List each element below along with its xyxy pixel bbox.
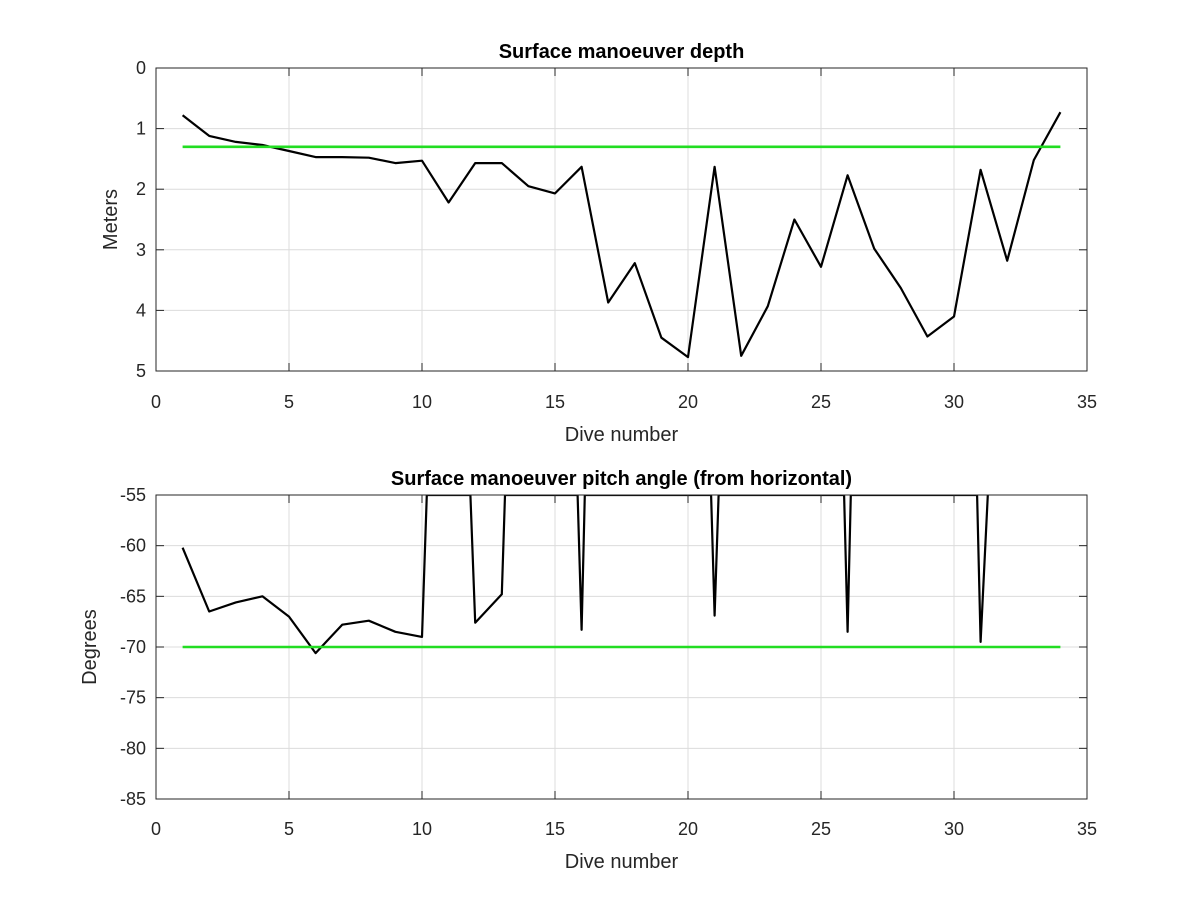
depth-y-axis-label: Meters: [100, 189, 122, 250]
depth-series-line: [181, 111, 1062, 359]
pitch-y-tick-label: -70: [120, 637, 146, 657]
pitch-y-tick-label: -80: [120, 738, 146, 758]
pitch-x-tick-label: 5: [284, 819, 294, 839]
depth-x-tick-label: 20: [678, 392, 698, 412]
depth-x-tick-label: 0: [151, 392, 161, 412]
pitch-x-tick-label: 10: [412, 819, 432, 839]
pitch-series-line: [181, 495, 989, 655]
pitch-x-tick-label: 25: [811, 819, 831, 839]
pitch-y-tick-label: -60: [120, 536, 146, 556]
pitch-y-tick-label: -75: [120, 688, 146, 708]
pitch-chart-title: Surface manoeuver pitch angle (from hori…: [391, 468, 852, 490]
depth-x-tick-label: 15: [545, 392, 565, 412]
depth-y-tick-label: 4: [136, 300, 146, 320]
pitch-x-axis-label: Dive number: [565, 851, 679, 873]
depth-axes-frame: [155, 67, 1088, 372]
depth-y-tick-label: 0: [136, 58, 146, 78]
pitch-y-tick-label: -85: [120, 789, 146, 809]
depth-y-tick-label: 2: [136, 179, 146, 199]
depth-chart-title: Surface manoeuver depth: [499, 41, 745, 63]
depth-x-tick-label: 35: [1077, 392, 1097, 412]
depth-plot-area: [156, 68, 1087, 371]
depth-y-tick-label: 1: [136, 119, 146, 139]
pitch-x-tick-label: 0: [151, 819, 161, 839]
depth-x-tick-label: 5: [284, 392, 294, 412]
pitch-y-axis-label: Degrees: [79, 609, 101, 685]
pitch-x-tick-label: 15: [545, 819, 565, 839]
pitch-x-tick-label: 35: [1077, 819, 1097, 839]
pitch-x-tick-label: 30: [944, 819, 964, 839]
depth-x-tick-label: 25: [811, 392, 831, 412]
depth-x-tick-label: 10: [412, 392, 432, 412]
pitch-chart: 0 5 10 15 20 25 30 35 -55 -60 -65 -70 -75 -80 -85 Surfa…: [79, 468, 1097, 873]
pitch-x-tick-label: 20: [678, 819, 698, 839]
depth-y-tick-label: 3: [136, 240, 146, 260]
pitch-y-tick-label: -55: [120, 485, 146, 505]
depth-x-axis-label: Dive number: [565, 424, 679, 446]
depth-x-tick-label: 30: [944, 392, 964, 412]
pitch-y-tick-label: -65: [120, 586, 146, 606]
depth-y-tick-label: 5: [136, 361, 146, 381]
